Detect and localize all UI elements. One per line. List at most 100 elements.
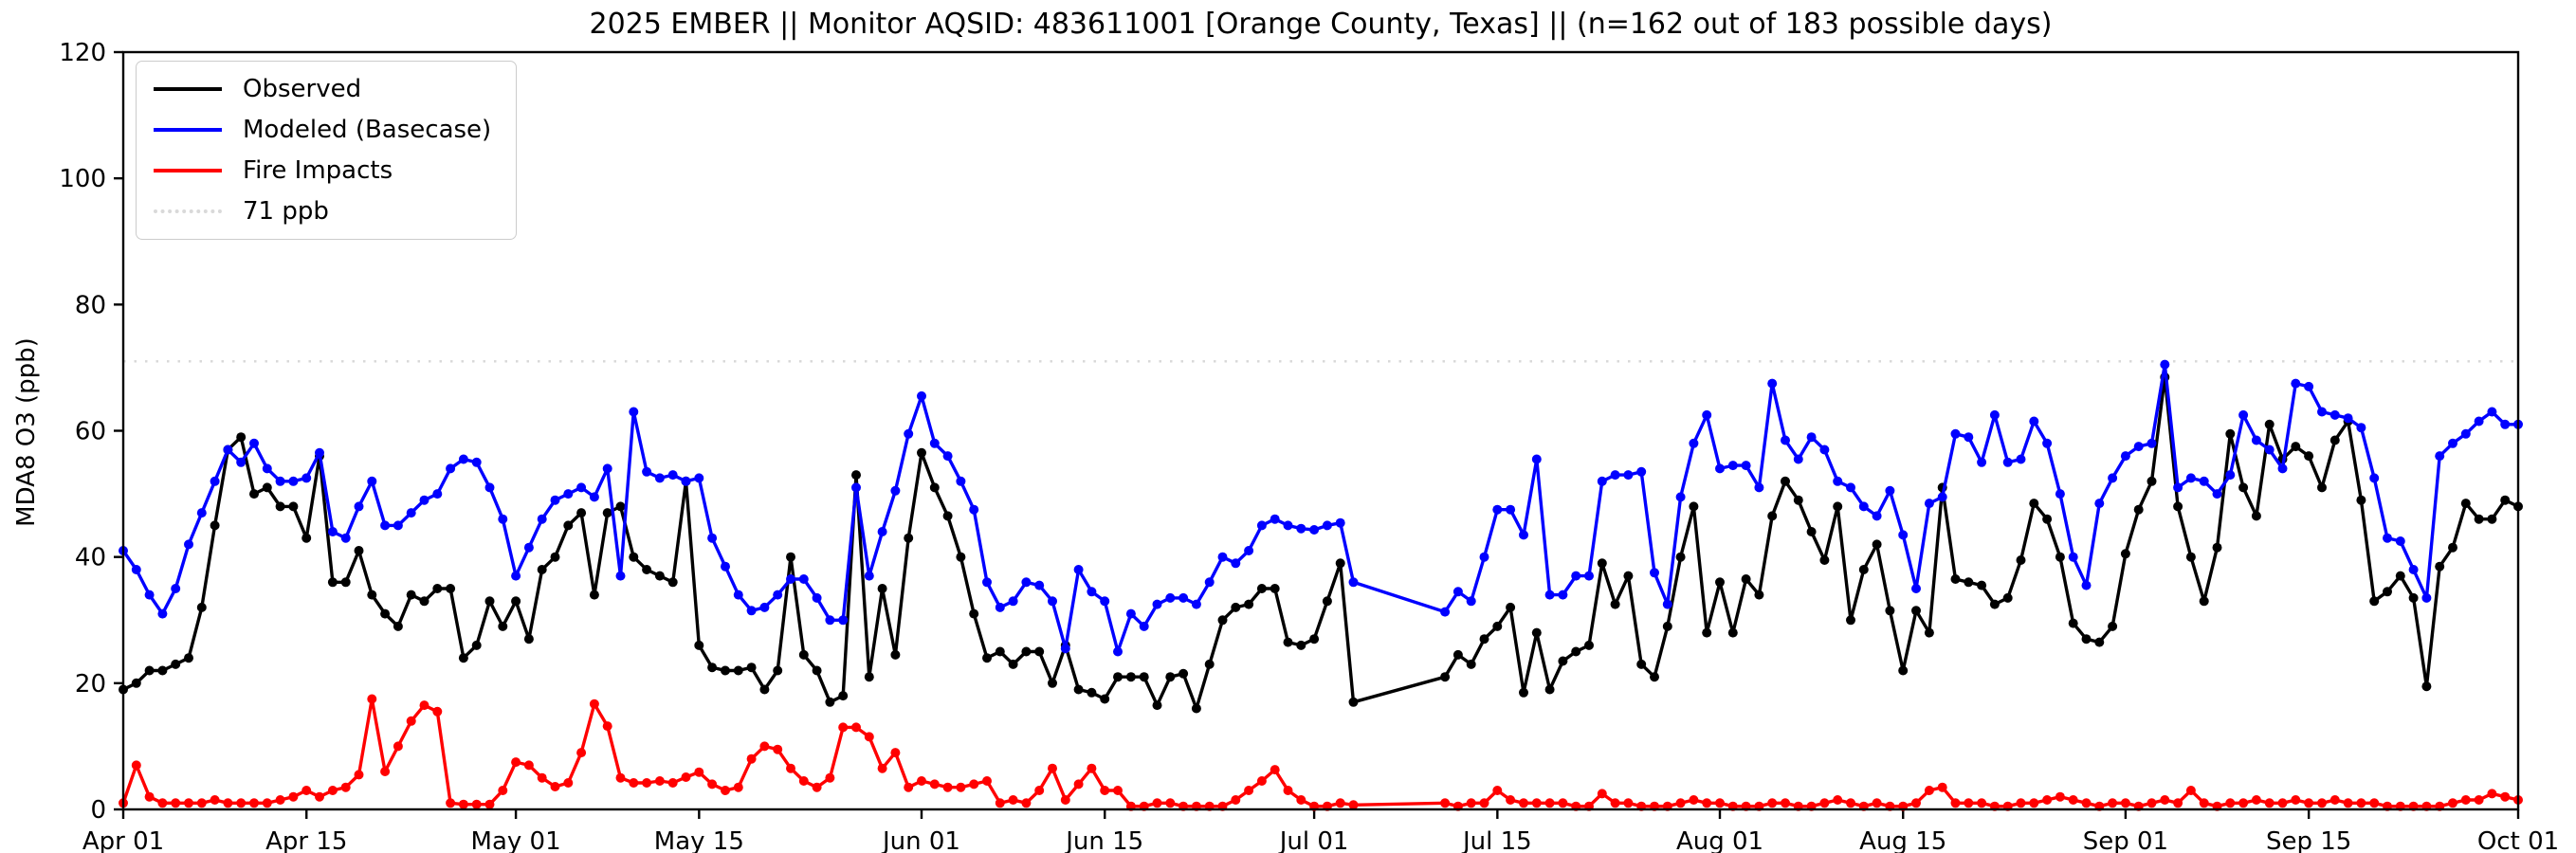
data-point	[458, 454, 468, 464]
data-point	[642, 778, 652, 788]
data-point	[1152, 700, 1162, 711]
data-point	[1767, 798, 1778, 808]
data-point	[1781, 435, 1790, 445]
data-point	[2356, 798, 2366, 808]
data-point	[2016, 454, 2026, 464]
data-point	[825, 772, 835, 783]
data-point	[315, 791, 324, 802]
x-tick-label: Jun 15	[1064, 827, 1143, 853]
data-point	[484, 596, 495, 607]
data-point	[1636, 466, 1647, 477]
observed-line	[122, 375, 2519, 711]
data-point	[2173, 501, 2183, 512]
data-point	[511, 596, 521, 607]
data-point	[1885, 485, 1895, 496]
data-point	[171, 659, 181, 669]
data-point	[576, 482, 587, 493]
data-point	[2016, 555, 2026, 565]
fire-line-swatch	[154, 169, 222, 172]
data-point	[1466, 659, 1476, 669]
observed-line-swatch	[154, 87, 222, 91]
data-point	[498, 621, 508, 631]
data-point	[1741, 461, 1751, 471]
data-point	[2317, 407, 2327, 417]
data-point	[2081, 580, 2092, 590]
data-point	[1558, 590, 1568, 600]
data-point	[602, 463, 612, 474]
data-point	[877, 584, 887, 593]
data-point	[1479, 798, 1489, 808]
data-point	[812, 782, 822, 792]
data-point	[1819, 798, 1830, 808]
data-point	[1479, 552, 1489, 562]
data-point	[210, 520, 220, 531]
data-point	[236, 798, 247, 808]
data-point	[2238, 798, 2249, 808]
data-point	[1872, 798, 1882, 808]
data-point	[2081, 798, 2092, 808]
data-point	[236, 457, 247, 467]
data-point	[1100, 694, 1110, 704]
data-point	[1034, 786, 1045, 795]
data-point	[288, 791, 299, 802]
data-point	[406, 590, 416, 600]
data-point	[1100, 596, 1110, 607]
data-point	[2225, 428, 2236, 439]
data-point	[1977, 580, 1987, 590]
data-point	[877, 763, 887, 773]
data-point	[1636, 659, 1647, 669]
data-point	[1781, 798, 1790, 808]
data-point	[1296, 640, 1306, 650]
fire-impacts-series	[119, 694, 2523, 811]
data-point	[2120, 549, 2130, 559]
data-point	[498, 514, 508, 524]
x-tick-label: Aug 15	[1859, 827, 1946, 853]
data-point	[2383, 587, 2392, 597]
data-point	[2421, 592, 2432, 603]
data-point	[419, 700, 429, 711]
data-point	[2185, 786, 2196, 795]
data-point	[1846, 615, 1855, 626]
data-point	[1296, 795, 1306, 805]
data-point	[327, 527, 338, 536]
data-point	[798, 776, 809, 786]
y-tick-label: 100	[59, 165, 106, 193]
data-point	[1452, 649, 1463, 660]
data-point	[1531, 454, 1542, 464]
data-point	[2460, 428, 2471, 439]
data-point	[602, 508, 612, 518]
data-point	[1950, 574, 1961, 584]
data-point	[419, 596, 429, 607]
data-point	[537, 772, 547, 783]
data-point	[2408, 592, 2419, 603]
data-point	[301, 533, 312, 543]
data-point	[550, 552, 560, 562]
data-point	[929, 779, 940, 789]
data-point	[2185, 552, 2196, 562]
data-point	[759, 602, 770, 612]
data-point	[812, 592, 822, 603]
data-point	[1544, 684, 1555, 695]
data-point	[275, 795, 285, 805]
data-point	[1231, 602, 1241, 612]
data-point	[446, 798, 456, 808]
x-tick-label: May 01	[471, 827, 561, 853]
data-point	[2002, 457, 2013, 467]
data-point	[1885, 606, 1895, 616]
data-point	[995, 646, 1005, 657]
data-point	[1021, 798, 1032, 808]
data-point	[1231, 558, 1241, 569]
data-point	[2356, 495, 2366, 505]
data-point	[1754, 482, 1764, 493]
data-point	[2068, 618, 2078, 628]
data-point	[1715, 463, 1725, 474]
data-point	[1283, 786, 1293, 795]
data-point	[629, 778, 639, 788]
y-tick-label: 120	[59, 39, 106, 67]
x-tick-label: Oct 01	[2477, 827, 2559, 853]
data-point	[275, 501, 285, 512]
data-point	[1348, 697, 1359, 707]
data-point	[1558, 798, 1568, 808]
data-point	[380, 767, 391, 776]
data-point	[2317, 482, 2327, 493]
